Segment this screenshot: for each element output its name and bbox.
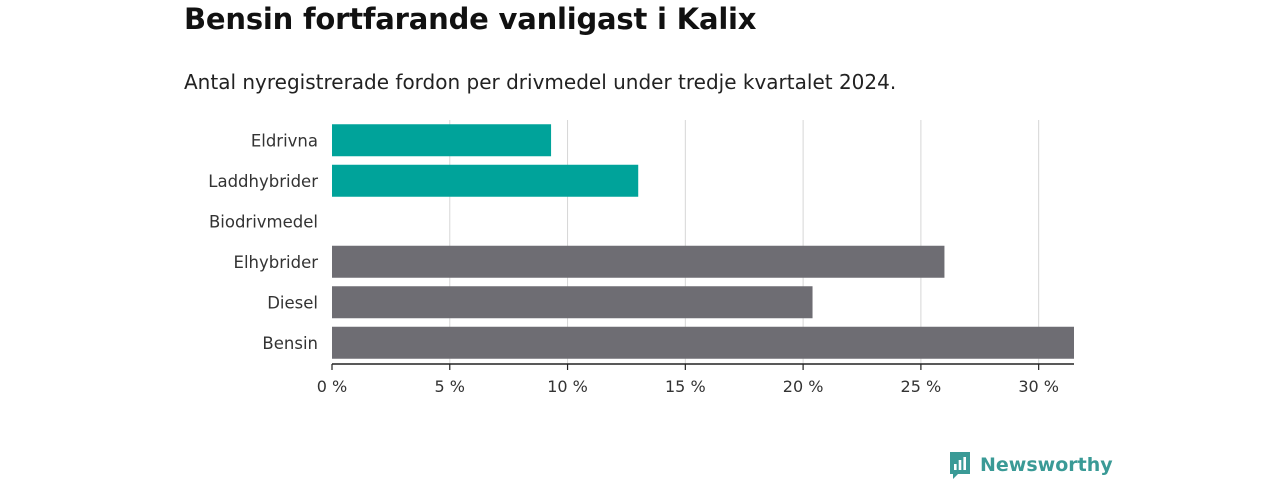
bar-diesel [332, 286, 813, 319]
category-label: Eldrivna [251, 131, 318, 150]
x-tick-label: 10 % [547, 377, 588, 396]
category-label: Elhybrider [234, 253, 319, 272]
x-tick-label: 15 % [665, 377, 706, 396]
chart-title: Bensin fortfarande vanligast i Kalix [184, 2, 757, 36]
category-label: Biodrivmedel [209, 212, 318, 231]
bar-bensin [332, 326, 1074, 359]
category-label: Bensin [262, 334, 318, 353]
x-tick-label: 30 % [1018, 377, 1059, 396]
bar-laddhybrider [332, 164, 639, 197]
brand-name: Newsworthy [980, 454, 1113, 476]
x-tick-label: 25 % [901, 377, 942, 396]
newsworthy-logo-icon [950, 452, 970, 479]
chart-subtitle: Antal nyregistrerade fordon per drivmede… [184, 70, 897, 94]
newsworthy-logo: Newsworthy [948, 450, 1113, 480]
x-tick-label: 20 % [783, 377, 824, 396]
bar-eldrivna [332, 124, 552, 157]
x-tick-label: 5 % [435, 377, 465, 396]
bar-elhybrider [332, 245, 945, 278]
x-tick-label: 0 % [317, 377, 347, 396]
category-label: Diesel [267, 293, 318, 312]
category-label: Laddhybrider [208, 172, 318, 191]
